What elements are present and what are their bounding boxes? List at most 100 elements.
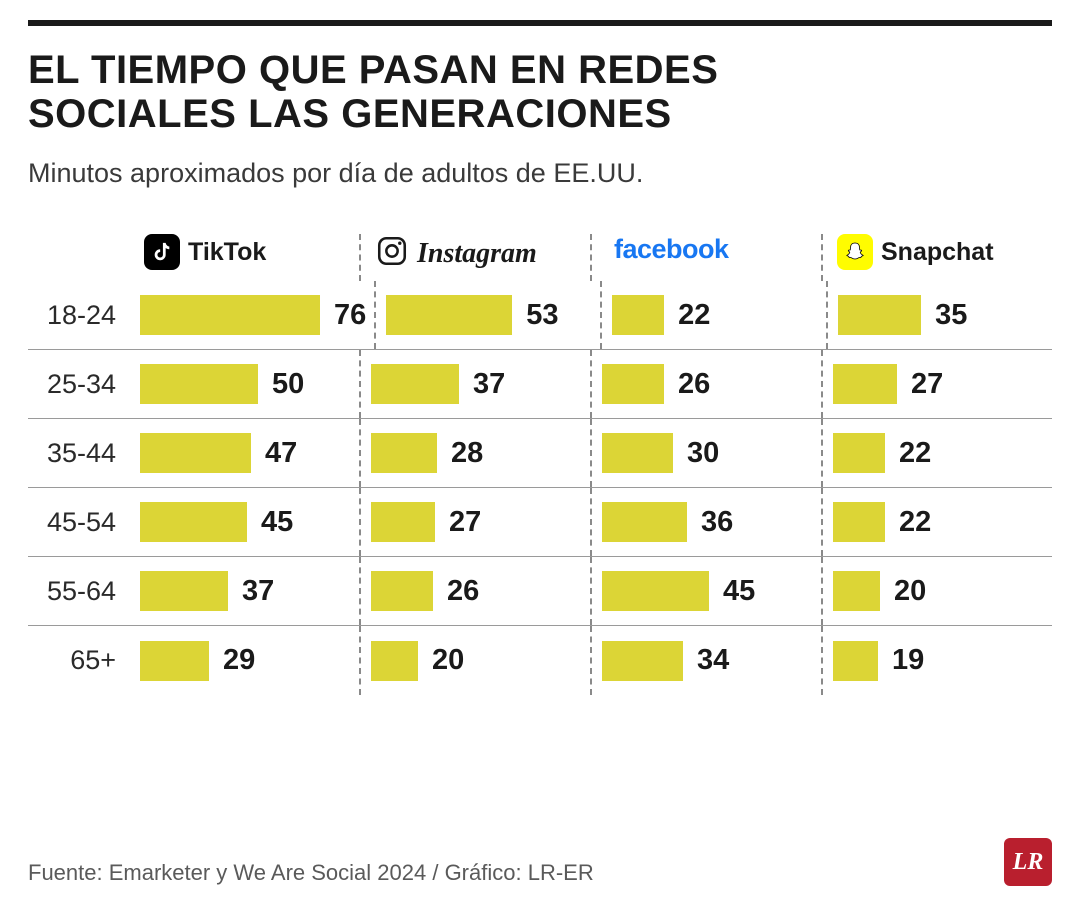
bar-value: 37 (242, 575, 274, 608)
bar-value: 37 (473, 368, 505, 401)
column-separator (359, 350, 361, 418)
chart-container: TikTokInstagram facebook Snapchat 18-2476 5… (28, 219, 1052, 695)
bar (602, 502, 687, 542)
bar-cell-instagram: 20 (359, 626, 590, 695)
bar-value: 22 (678, 299, 710, 332)
bar-cell-snapchat: 22 (821, 488, 1052, 556)
platform-label-facebook: facebook (614, 234, 729, 265)
bar-value: 20 (432, 644, 464, 677)
column-separator (826, 281, 828, 349)
bar (602, 571, 709, 611)
bar (833, 641, 878, 681)
age-label: 35-44 (28, 438, 128, 469)
title-line-1: EL TIEMPO QUE PASAN EN REDES (28, 48, 718, 92)
data-row: 45-54 45 27 36 22 (28, 488, 1052, 557)
bar-value: 53 (526, 299, 558, 332)
column-separator (821, 557, 823, 625)
bar-cell-snapchat: 20 (821, 557, 1052, 625)
bar-value: 26 (447, 575, 479, 608)
column-separator (821, 419, 823, 487)
bar (833, 364, 897, 404)
bar-value: 22 (899, 506, 931, 539)
bar-value: 28 (451, 437, 483, 470)
chart-subtitle: Minutos aproximados por día de adultos d… (28, 158, 1052, 189)
bar-cell-instagram: 53 (374, 281, 600, 349)
bar-cell-facebook: 22 (600, 281, 826, 349)
platform-header-tiktok: TikTok (128, 234, 359, 281)
age-label: 65+ (28, 645, 128, 676)
bar (371, 364, 459, 404)
bar (371, 641, 418, 681)
data-row: 35-44 47 28 30 22 (28, 419, 1052, 488)
bar (602, 641, 683, 681)
column-separator (590, 419, 592, 487)
age-label: 18-24 (28, 300, 128, 331)
bar-cell-instagram: 37 (359, 350, 590, 418)
bar (371, 502, 435, 542)
bar (838, 295, 921, 335)
bar-cell-tiktok: 47 (128, 419, 359, 487)
bar-value: 26 (678, 368, 710, 401)
column-separator (600, 281, 602, 349)
data-row: 65+29203419 (28, 626, 1052, 695)
bar-cell-snapchat: 22 (821, 419, 1052, 487)
bar-value: 36 (701, 506, 733, 539)
column-separator (821, 488, 823, 556)
publisher-logo: LR (1004, 838, 1052, 886)
platform-label-snapchat: Snapchat (881, 238, 994, 267)
column-separator (821, 626, 823, 695)
bar-value: 20 (894, 575, 926, 608)
column-separator (359, 234, 361, 281)
bar-cell-tiktok: 29 (128, 626, 359, 695)
column-separator (359, 557, 361, 625)
bar (371, 571, 433, 611)
bar-value: 27 (911, 368, 943, 401)
bar (371, 433, 437, 473)
column-separator (359, 488, 361, 556)
column-separator (590, 557, 592, 625)
bar (140, 641, 209, 681)
bar-cell-facebook: 36 (590, 488, 821, 556)
bar (386, 295, 512, 335)
source-text: Fuente: Emarketer y We Are Social 2024 /… (28, 860, 594, 886)
bar-value: 45 (723, 575, 755, 608)
bar (833, 571, 880, 611)
age-label: 25-34 (28, 369, 128, 400)
platform-header-facebook: facebook (590, 234, 821, 281)
top-rule (28, 20, 1052, 26)
column-separator (359, 626, 361, 695)
age-label: 55-64 (28, 576, 128, 607)
bar (833, 433, 885, 473)
bar-value: 29 (223, 644, 255, 677)
bar-value: 45 (261, 506, 293, 539)
age-label: 45-54 (28, 507, 128, 538)
column-separator (821, 234, 823, 281)
bar-value: 47 (265, 437, 297, 470)
platform-header-snapchat: Snapchat (821, 234, 1052, 281)
platform-header-row: TikTokInstagram facebook Snapchat (28, 219, 1052, 281)
bar-cell-tiktok: 37 (128, 557, 359, 625)
bar-value: 30 (687, 437, 719, 470)
bar-cell-snapchat: 35 (826, 281, 1052, 349)
bar (602, 364, 664, 404)
data-row: 18-2476 53 22 35 (28, 281, 1052, 350)
bar-cell-instagram: 27 (359, 488, 590, 556)
column-separator (590, 350, 592, 418)
data-row: 55-64 37 26 45 20 (28, 557, 1052, 626)
bar (612, 295, 664, 335)
bar-cell-snapchat: 27 (821, 350, 1052, 418)
tiktok-icon (144, 234, 180, 270)
bar-value: 50 (272, 368, 304, 401)
column-separator (374, 281, 376, 349)
bar-value: 34 (697, 644, 729, 677)
bar-cell-facebook: 45 (590, 557, 821, 625)
platform-header-instagram: Instagram (359, 234, 590, 281)
bar-cell-tiktok: 76 (128, 281, 374, 349)
bar (140, 571, 228, 611)
instagram-icon (375, 234, 409, 273)
bar-value: 27 (449, 506, 481, 539)
logo-text: LR (1013, 849, 1044, 876)
data-row: 25-34 50 37 26 27 (28, 350, 1052, 419)
bar (140, 364, 258, 404)
bar-cell-instagram: 26 (359, 557, 590, 625)
